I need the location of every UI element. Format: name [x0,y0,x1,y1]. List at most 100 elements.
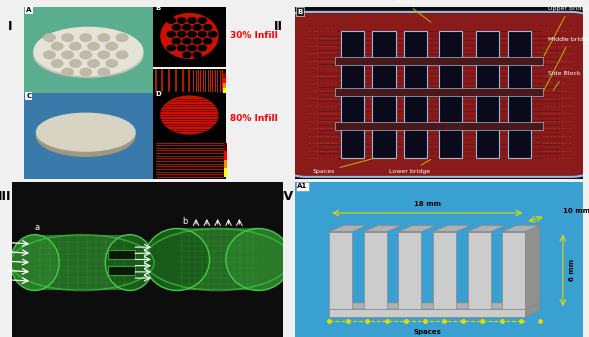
Circle shape [106,42,117,50]
Polygon shape [364,225,401,232]
Bar [335,122,542,130]
Text: D: D [155,91,161,97]
Circle shape [52,42,63,50]
Circle shape [80,68,91,76]
Bar [223,78,226,83]
Ellipse shape [161,13,218,58]
Bar [224,160,227,168]
Text: 6 mm: 6 mm [568,259,575,281]
Circle shape [193,38,201,44]
Circle shape [88,60,99,67]
Bar [364,232,387,309]
Text: Upper bridge: Upper bridge [544,6,589,56]
Bar [153,93,226,141]
Polygon shape [525,225,540,309]
Circle shape [177,45,186,51]
Circle shape [167,18,176,23]
Text: Side Block: Side Block [548,71,581,90]
Circle shape [44,34,55,41]
Bar [24,7,153,93]
Circle shape [193,25,201,30]
Circle shape [183,52,191,58]
Text: 80% Infill: 80% Infill [230,114,277,123]
Text: a: a [35,223,40,232]
Text: 10 mm: 10 mm [563,208,589,214]
Ellipse shape [37,29,140,70]
Polygon shape [329,225,366,232]
Bar [153,141,226,179]
Circle shape [188,45,196,51]
Circle shape [198,45,207,51]
Bar [340,31,364,158]
Bar [329,309,525,317]
Text: III: III [0,190,12,203]
Circle shape [177,18,186,23]
Circle shape [183,25,191,30]
Text: I: I [8,21,12,33]
Text: Spaces: Spaces [312,159,373,175]
Ellipse shape [37,113,135,151]
Bar [223,69,226,73]
Bar [439,31,462,158]
Circle shape [183,38,191,44]
Text: IV: IV [280,190,294,203]
Circle shape [62,34,73,41]
Ellipse shape [226,228,291,290]
Bar [223,83,226,88]
Text: C: C [26,93,31,99]
Text: 18 mm: 18 mm [413,201,441,207]
FancyBboxPatch shape [286,12,589,177]
Circle shape [52,60,63,67]
Circle shape [188,18,196,23]
Circle shape [203,38,211,44]
Polygon shape [525,303,540,317]
Circle shape [167,45,176,51]
Circle shape [193,52,201,58]
Circle shape [62,68,73,76]
Circle shape [198,18,207,23]
Ellipse shape [11,235,59,290]
Text: B: B [297,9,303,14]
Circle shape [62,51,73,59]
Circle shape [106,60,117,67]
Bar [35,235,130,290]
Bar [224,143,227,151]
Circle shape [70,42,81,50]
Ellipse shape [161,96,218,134]
Circle shape [167,31,176,37]
Ellipse shape [34,33,143,77]
Circle shape [117,51,128,59]
Text: Lower bridge: Lower bridge [389,159,431,175]
Bar [24,93,153,179]
Polygon shape [398,225,436,232]
Circle shape [173,38,181,44]
Bar [335,57,542,65]
Circle shape [177,31,186,37]
Bar [224,168,227,177]
Text: B: B [155,5,161,11]
Bar [177,228,259,290]
Bar [108,266,135,275]
Bar [329,232,352,309]
Polygon shape [329,303,540,309]
Bar [372,31,396,158]
Circle shape [98,51,110,59]
Bar [404,31,427,158]
Circle shape [173,25,181,30]
Ellipse shape [144,228,210,290]
Ellipse shape [37,115,135,156]
Text: II: II [274,21,283,33]
Text: A: A [26,7,32,13]
Bar [335,88,542,96]
Circle shape [70,60,81,67]
Circle shape [44,51,55,59]
Bar [192,69,226,93]
Text: Spaces: Spaces [413,329,441,335]
Circle shape [203,25,211,30]
Circle shape [198,31,207,37]
Bar [223,73,226,78]
Polygon shape [433,225,471,232]
Text: b: b [183,217,188,226]
Circle shape [98,34,110,41]
Bar [153,69,192,93]
